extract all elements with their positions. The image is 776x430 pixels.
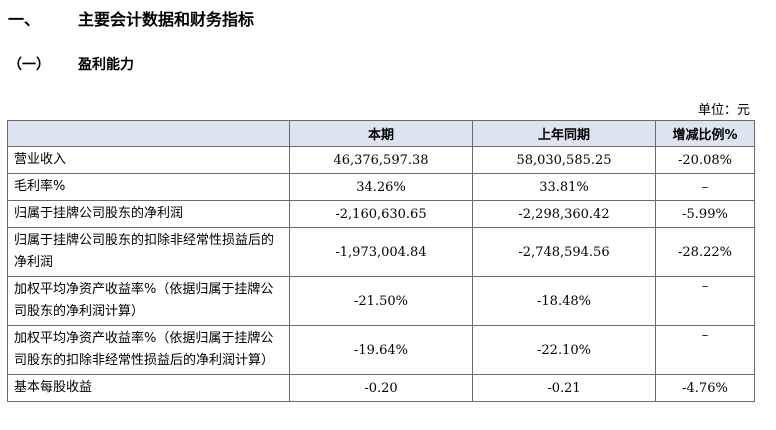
change-value: – [655,173,755,201]
previous-value: -22.10% [472,325,656,375]
previous-value: 58,030,585.25 [472,146,656,174]
unit-label: 单位：元 [697,103,750,118]
row-label: 归属于挂牌公司股东的净利润 [7,200,290,228]
table-row: 加权平均净资产收益率%（依据归属于挂牌公司股东的净利润计算） -21.50% -… [7,276,755,326]
header-previous-period: 上年同期 [472,120,656,147]
table-row: 营业收入 46,376,597.38 58,030,585.25 -20.08% [7,146,755,174]
change-value: – [655,276,755,326]
table-row: 加权平均净资产收益率%（依据归属于挂牌公司股东的扣除非经常性损益后的净利润计算）… [7,325,755,375]
current-value: 46,376,597.38 [289,146,473,174]
subsection-title: 盈利能力 [78,57,134,73]
change-value: – [655,325,755,375]
current-value: -1,973,004.84 [289,227,473,277]
current-value: -0.20 [289,374,473,402]
row-label: 基本每股收益 [7,374,290,402]
previous-value: -2,298,360.42 [472,200,656,228]
row-label: 加权平均净资产收益率%（依据归属于挂牌公司股东的净利润计算） [7,276,290,326]
table-row: 基本每股收益 -0.20 -0.21 -4.76% [7,374,755,402]
current-value: -21.50% [289,276,473,326]
change-value: -20.08% [655,146,755,174]
row-label: 毛利率% [7,173,290,201]
section-title: 主要会计数据和财务指标 [78,10,255,29]
previous-value: -0.21 [472,374,656,402]
previous-value: -2,748,594.56 [472,227,656,277]
previous-value: -18.48% [472,276,656,326]
row-label: 营业收入 [7,146,290,174]
profitability-table: 本期 上年同期 增减比例% 营业收入 46,376,597.38 58,030,… [7,120,755,402]
header-current-period: 本期 [289,120,473,147]
table-header-row: 本期 上年同期 增减比例% [7,120,755,147]
change-value: -5.99% [655,200,755,228]
header-item [7,120,290,147]
current-value: -2,160,630.65 [289,200,473,228]
subsection-heading: （一） 盈利能力 [8,54,134,74]
previous-value: 33.81% [472,173,656,201]
row-label: 归属于挂牌公司股东的扣除非经常性损益后的净利润 [7,227,290,277]
row-label: 加权平均净资产收益率%（依据归属于挂牌公司股东的扣除非经常性损益后的净利润计算） [7,325,290,375]
current-value: -19.64% [289,325,473,375]
change-value: -4.76% [655,374,755,402]
change-value: -28.22% [655,227,755,277]
section-heading: 一、 主要会计数据和财务指标 [8,6,254,30]
table-row: 归属于挂牌公司股东的净利润 -2,160,630.65 -2,298,360.4… [7,200,755,228]
header-change-percent: 增减比例% [655,120,755,147]
table-row: 归属于挂牌公司股东的扣除非经常性损益后的净利润 -1,973,004.84 -2… [7,227,755,277]
current-value: 34.26% [289,173,473,201]
table-row: 毛利率% 34.26% 33.81% – [7,173,755,201]
section-number: 一、 [8,10,41,29]
subsection-number: （一） [8,57,50,73]
